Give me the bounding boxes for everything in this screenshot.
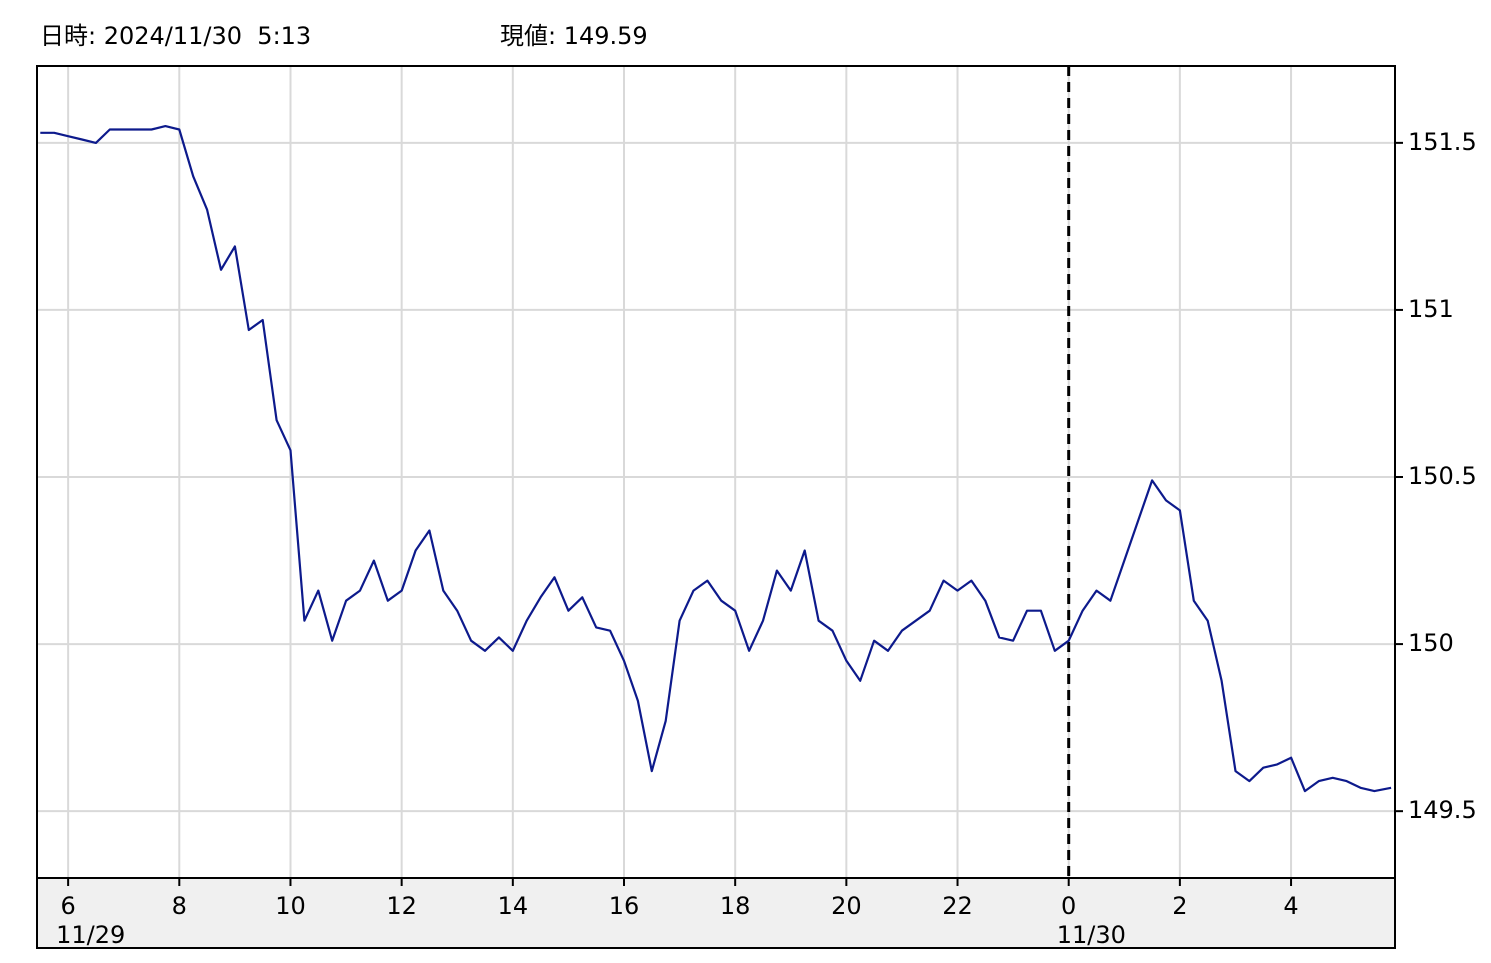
x-tick-label: 4 bbox=[1283, 892, 1298, 920]
x-tick-label: 0 bbox=[1061, 892, 1076, 920]
x-tick-label: 12 bbox=[386, 892, 417, 920]
x-tick-label: 20 bbox=[831, 892, 862, 920]
price-line bbox=[40, 125, 1392, 793]
plot-frame bbox=[36, 65, 1396, 879]
y-tick-label: 151.5 bbox=[1408, 128, 1477, 156]
x-tick-label: 22 bbox=[942, 892, 973, 920]
x-tick-label: 18 bbox=[720, 892, 751, 920]
x-tick-label: 16 bbox=[609, 892, 640, 920]
y-tick-label: 150.5 bbox=[1408, 462, 1477, 490]
y-tick-label: 149.5 bbox=[1408, 796, 1477, 824]
header-price: 現値: 149.59 bbox=[500, 22, 648, 50]
x-tick-label: 6 bbox=[60, 892, 75, 920]
x-tick-label: 10 bbox=[275, 892, 306, 920]
x-axis-band bbox=[36, 877, 1396, 949]
date-label: 11/29 bbox=[56, 921, 125, 949]
x-tick-label: 8 bbox=[172, 892, 187, 920]
x-tick-label: 2 bbox=[1172, 892, 1187, 920]
header-time: 日時: 2024/11/30 5:13 bbox=[40, 22, 311, 50]
date-label: 11/30 bbox=[1057, 921, 1126, 949]
y-tick-label: 151 bbox=[1408, 295, 1454, 323]
x-tick-label: 14 bbox=[498, 892, 529, 920]
y-tick-label: 150 bbox=[1408, 629, 1454, 657]
